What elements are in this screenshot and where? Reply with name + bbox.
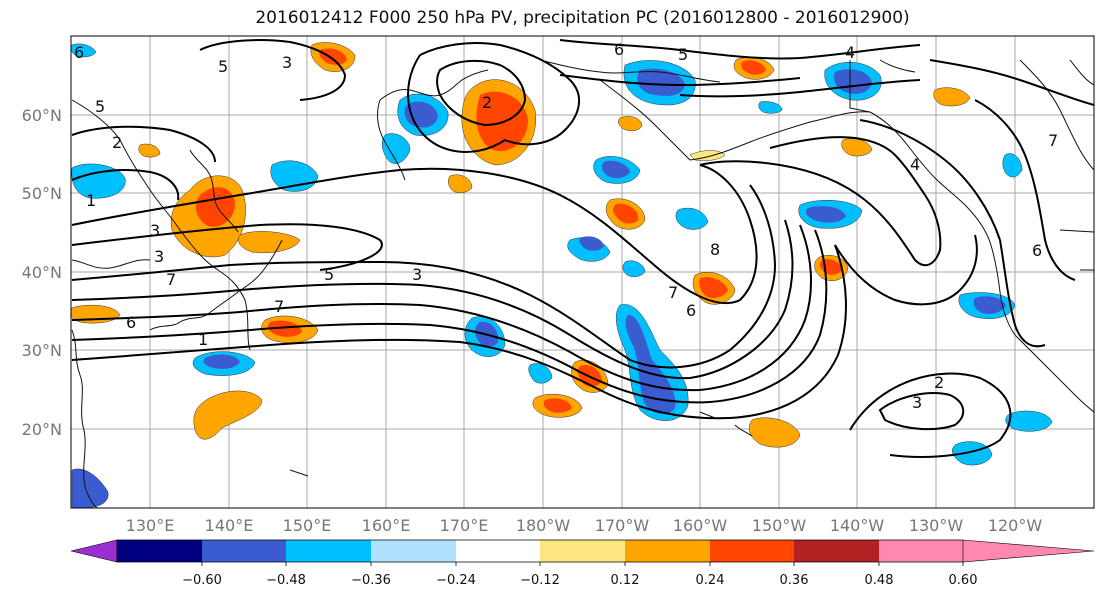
contour-label: 7 [166,270,176,289]
lon-label: 120°W [988,516,1043,535]
colorbar-tick-label: 0.24 [696,573,725,588]
contour-label: 4 [845,43,855,62]
lon-label: 170°W [595,516,650,535]
lat-label: 40°N [22,263,62,282]
lon-label: 130°W [909,516,964,535]
contour-label: 6 [126,313,136,332]
lon-label: 140°E [205,516,254,535]
contour-label: 7 [668,283,678,302]
colorbar-segment [286,540,371,562]
colorbar-tick-label: 0.60 [949,573,978,588]
lon-label: 180°W [516,516,571,535]
contour-label: 1 [86,191,96,210]
colorbar-segment [625,540,710,562]
contour-label: 2 [934,373,944,392]
contour-label: 5 [218,57,228,76]
contour-label: 3 [154,247,164,266]
colorbar-segment [540,540,625,562]
colorbar-segment [202,540,286,562]
contour-label: 3 [282,53,292,72]
colorbar-tick-label: 0.48 [865,573,894,588]
colorbar-extend-high [962,539,1095,563]
colorbar-segment [794,540,879,562]
contour-label: 7 [1048,131,1058,150]
colorbar-segment [710,540,794,562]
lat-label: 20°N [22,420,62,439]
lat-label: 30°N [22,341,62,360]
colorbar-tick-label: 0.12 [611,573,640,588]
lat-label: 50°N [22,184,62,203]
lat-labels: 60°N 50°N 40°N 30°N 20°N [22,106,62,439]
contour-label: 8 [710,240,720,259]
lat-label: 60°N [22,106,62,125]
colorbar-tick-label: −0.48 [266,573,306,588]
contour-label: 3 [150,221,160,240]
contour-label: 6 [686,301,696,320]
precipitation-shading [71,42,1053,508]
pv-contours [71,39,1094,458]
colorbar-segment [117,540,202,562]
colorbar-tick-label: −0.24 [436,573,476,588]
map-title: 2016012412 F000 250 hPa PV, precipitatio… [255,8,910,28]
colorbar-tick-label: 0.36 [780,573,809,588]
contour-label: 6 [74,43,84,62]
lon-label: 150°E [283,516,332,535]
contour-label: 6 [614,40,624,59]
contour-label: 2 [482,93,492,112]
contour-label: 1 [198,330,208,349]
lon-label: 160°W [673,516,728,535]
colorbar-extend-low [70,539,118,563]
map-frame [70,35,1095,509]
contour-label: 6 [1032,241,1042,260]
lon-label: 150°W [752,516,807,535]
colorbar-segment [371,540,456,562]
contour-label: 3 [912,393,922,412]
contour-label: 4 [910,155,920,174]
colorbar-segment [879,540,963,562]
lon-label: 160°E [362,516,411,535]
contour-label: 5 [95,97,105,116]
lon-label: 130°E [126,516,175,535]
colorbar-tick-label: −0.12 [520,573,560,588]
contour-label: 5 [324,265,334,284]
contour-label: 7 [274,297,284,316]
contour-labels: 6 5 6 5 4 5 2 1 3 3 3 7 7 5 3 6 1 8 7 6 … [74,40,1058,412]
lon-label: 140°W [830,516,885,535]
colorbar-segment [456,540,540,562]
colorbar-tick-label: −0.60 [182,573,222,588]
contour-label: 3 [412,265,422,284]
colorbar: −0.60 −0.48 −0.36 −0.24 −0.12 0.12 0.24 … [70,539,1095,588]
contour-label: 2 [112,133,122,152]
lon-labels: 130°E 140°E 150°E 160°E 170°E 180°W 170°… [126,516,1043,535]
contour-label: 5 [678,45,688,64]
colorbar-tick-label: −0.36 [351,573,391,588]
lon-label: 170°E [440,516,489,535]
